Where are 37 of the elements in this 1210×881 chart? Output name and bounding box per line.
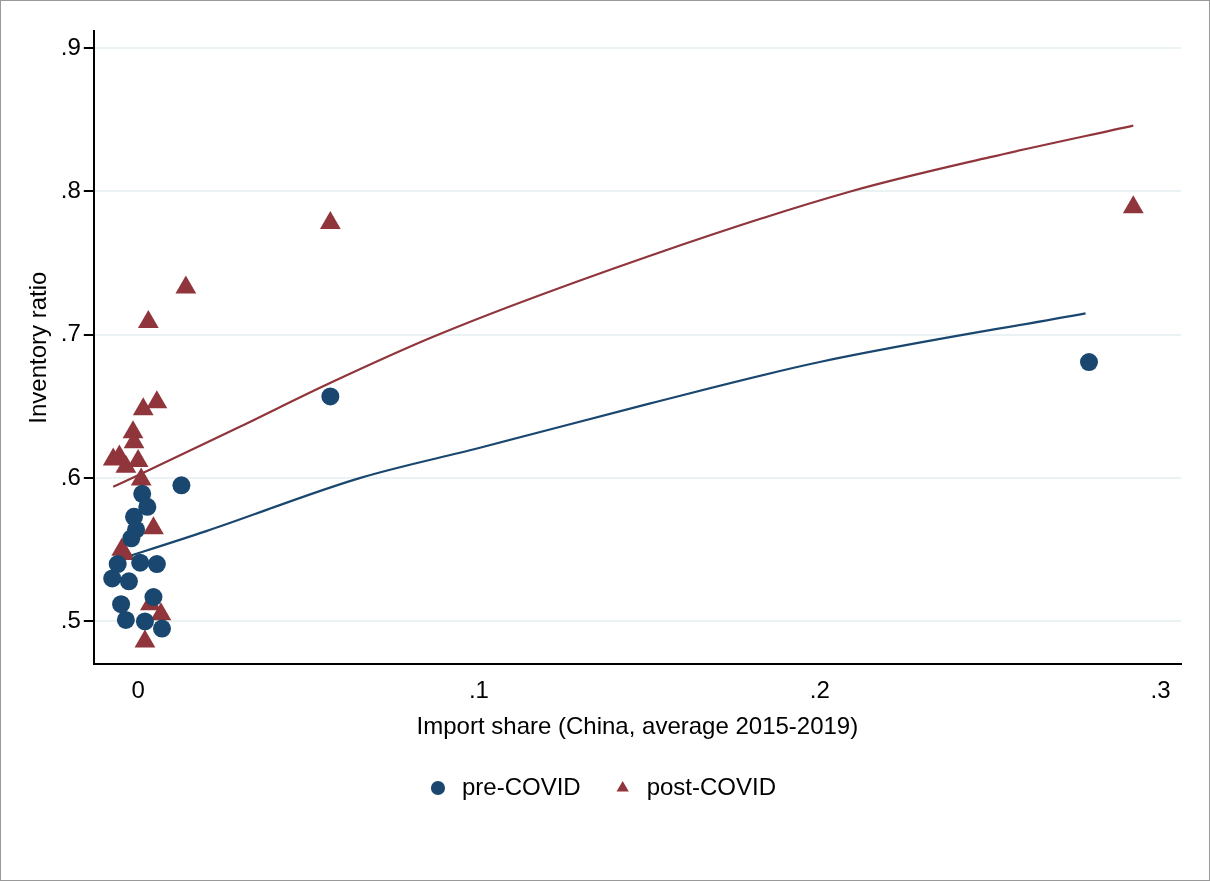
point xyxy=(112,595,131,614)
point xyxy=(1122,195,1144,214)
x-tick-label: .2 xyxy=(809,676,830,704)
point xyxy=(147,555,166,574)
point xyxy=(108,555,127,574)
point xyxy=(122,529,141,548)
point xyxy=(135,612,154,631)
x-tick-label: .3 xyxy=(1150,676,1171,704)
x-tick-label: 0 xyxy=(131,676,145,704)
x-axis-title: Import share (China, average 2015-2019) xyxy=(416,712,859,740)
point xyxy=(131,553,150,572)
point xyxy=(143,516,164,535)
legend-label: pre-COVID xyxy=(461,772,581,800)
point xyxy=(137,309,159,328)
x-tick-label: .1 xyxy=(468,676,489,704)
point xyxy=(172,476,191,495)
y-tick-label: .9 xyxy=(60,32,81,60)
line-series xyxy=(112,124,1135,488)
point xyxy=(138,497,157,516)
point xyxy=(127,448,149,467)
y-tick-label: .6 xyxy=(60,462,81,490)
point xyxy=(175,275,197,294)
y-tick-label: .7 xyxy=(60,319,81,347)
point xyxy=(132,397,154,416)
y-tick-label: .5 xyxy=(60,606,81,634)
point xyxy=(146,390,168,409)
point xyxy=(115,454,137,473)
point xyxy=(103,569,122,588)
y-tick-label: .8 xyxy=(60,176,81,204)
legend-label: post-COVID xyxy=(646,772,777,800)
point xyxy=(119,572,138,591)
point xyxy=(144,588,163,607)
point xyxy=(319,211,341,230)
point xyxy=(152,619,171,638)
y-axis-title: Inventory ratio xyxy=(24,271,52,424)
point xyxy=(116,610,135,629)
point xyxy=(130,467,152,486)
